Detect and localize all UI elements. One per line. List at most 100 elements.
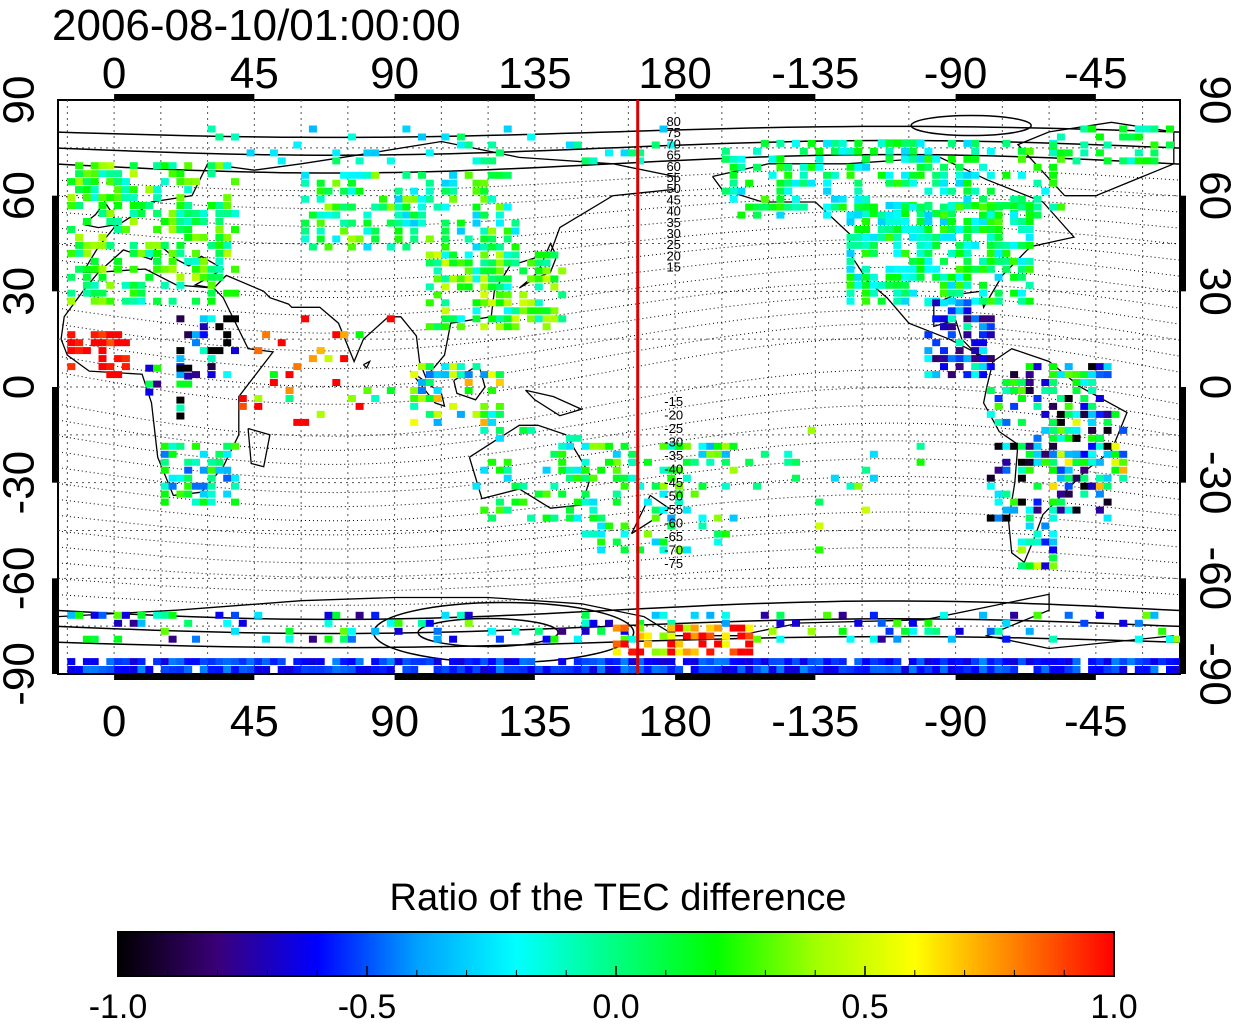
tec-cell [792,203,800,211]
border-bar [1180,387,1186,483]
tec-cell [986,297,995,305]
tec-cell [869,450,878,458]
tec-cell [503,171,512,179]
tec-cell [854,233,863,241]
tec-cell [807,139,816,147]
tec-cell [558,450,567,458]
tec-cell [885,155,894,163]
tec-cell [955,203,964,211]
tec-cell [940,299,948,307]
tec-cell [277,157,286,165]
tec-cell [441,611,450,619]
tec-cell [597,538,606,546]
tec-cell [979,331,987,339]
tec-cell [869,273,878,281]
tec-cell [324,666,333,673]
tec-cell [823,179,832,187]
tec-cell [830,139,839,147]
tec-cell [737,155,746,163]
tec-cell [199,273,208,281]
tec-cell [137,297,146,305]
tec-cell [986,257,995,265]
map-title: 2006-08-10/01:00:00 [52,1,461,50]
tec-cell [418,387,426,394]
tec-cell [1010,387,1019,394]
tec-cell [145,666,154,673]
tec-cell [714,514,723,522]
tec-cell [495,211,504,219]
tec-cell [940,355,948,363]
tec-cell [1072,666,1081,673]
tec-cell [854,211,863,219]
lon-tick-label-bottom: 0 [102,697,126,746]
tec-cell [1025,514,1034,522]
tec-cell [581,530,590,538]
tec-cell [176,364,185,372]
tec-cell [308,355,317,363]
tec-cell [924,331,933,339]
tec-cell [75,178,84,186]
tec-cell [971,297,980,305]
tec-cell [184,490,193,498]
tec-cell [324,203,333,211]
tec-cell [480,299,489,307]
tec-cell [316,235,325,243]
tec-cell [901,155,910,163]
tec-cell [893,179,902,187]
tec-cell [932,265,941,273]
tec-cell [503,666,512,673]
tec-cell [1017,546,1026,554]
tec-cell [784,171,793,179]
tec-cell [371,395,380,402]
tec-cell [121,363,130,371]
tec-cell [176,218,185,225]
tec-cell [667,624,676,632]
tec-cell [348,674,356,681]
tec-cell [534,315,543,323]
tec-cell [488,418,497,426]
tec-cell [1025,562,1034,570]
tec-cell [129,265,138,273]
tec-cell [1049,506,1058,514]
tec-cell [940,323,948,331]
tec-cell [846,265,855,273]
tec-cell [729,155,738,163]
tec-cell [566,141,574,149]
tec-cell [488,267,497,275]
tec-cell [160,658,169,666]
tec-cell [760,450,769,458]
tec-cell [495,402,504,410]
tec-cell [472,179,481,187]
tec-cell [690,648,699,656]
tec-cell [1017,155,1026,163]
tec-cell [737,658,746,666]
tec-cell [605,442,613,450]
contour-label: 35 [666,215,680,230]
tec-cell [231,611,239,619]
tec-cell [886,674,894,681]
tec-cell [246,149,255,157]
tec-cell [464,371,473,379]
tec-cell [986,387,995,394]
tec-cell [488,627,497,635]
tec-cell [269,379,278,386]
border-bar [955,94,1096,100]
tec-cell [402,125,411,133]
tec-cell [433,275,442,283]
tec-cell [316,195,325,203]
tec-cell [184,202,193,209]
tec-cell [1056,133,1065,141]
tec-cell [893,233,902,241]
tec-cell [1033,530,1042,538]
tec-cell [916,273,925,281]
tec-cell [1134,666,1143,673]
tec-cell [714,666,723,673]
tec-cell [223,474,232,482]
tec-cell [332,658,341,666]
tec-cell [262,666,271,673]
tec-cell [90,281,99,289]
tec-cell [308,635,317,643]
border-bar [1180,195,1186,292]
tec-cell [301,666,310,673]
